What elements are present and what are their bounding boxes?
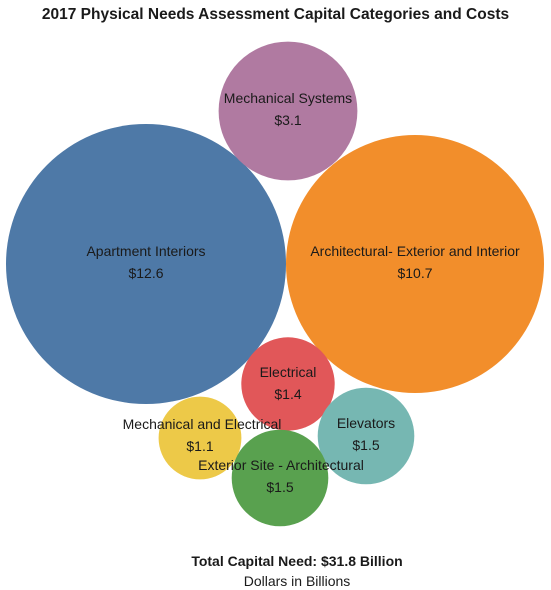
bubble-value-elevators: $1.5 <box>352 437 379 453</box>
bubble-label-mechanical-and-electrical: Mechanical and Electrical <box>123 416 282 432</box>
bubble-value-mechanical-systems: $3.1 <box>274 112 301 128</box>
bubble-value-apartment-interiors: $12.6 <box>128 265 163 281</box>
units-note: Dollars in Billions <box>243 573 351 589</box>
bubble-value-architectural-exterior-and-interior: $10.7 <box>397 265 432 281</box>
bubble-label-apartment-interiors: Apartment Interiors <box>86 243 205 259</box>
bubble-label-mechanical-systems: Mechanical Systems <box>224 90 352 106</box>
bubble-electrical <box>241 337 335 431</box>
bubble-value-exterior-site-architectural: $1.5 <box>266 479 293 495</box>
bubble-elevators <box>317 387 415 485</box>
bubble-mechanical-systems <box>218 41 358 181</box>
bubble-apartment-interiors <box>6 124 286 404</box>
label-layer: Apartment Interiors $12.6 Architectural- E… <box>86 90 520 495</box>
bubble-architectural-exterior-and-interior <box>286 135 544 393</box>
bubble-mechanical-and-electrical <box>158 396 242 480</box>
bubble-value-electrical: $1.4 <box>274 386 301 402</box>
bubble-exterior-site-architectural <box>231 429 329 527</box>
bubble-label-elevators: Elevators <box>337 415 395 431</box>
bubble-value-mechanical-and-electrical: $1.1 <box>186 438 213 454</box>
total-capital-need: Total Capital Need: $31.8 Billion <box>191 553 403 569</box>
bubble-label-electrical: Electrical <box>260 364 317 380</box>
chart-title: 2017 Physical Needs Assessment Capital C… <box>41 6 510 23</box>
bubble-layer <box>6 41 544 527</box>
bubble-label-exterior-site-architectural: Exterior Site - Architectural <box>198 457 364 473</box>
bubble-label-architectural-exterior-and-interior: Architectural- Exterior and Interior <box>310 243 520 259</box>
